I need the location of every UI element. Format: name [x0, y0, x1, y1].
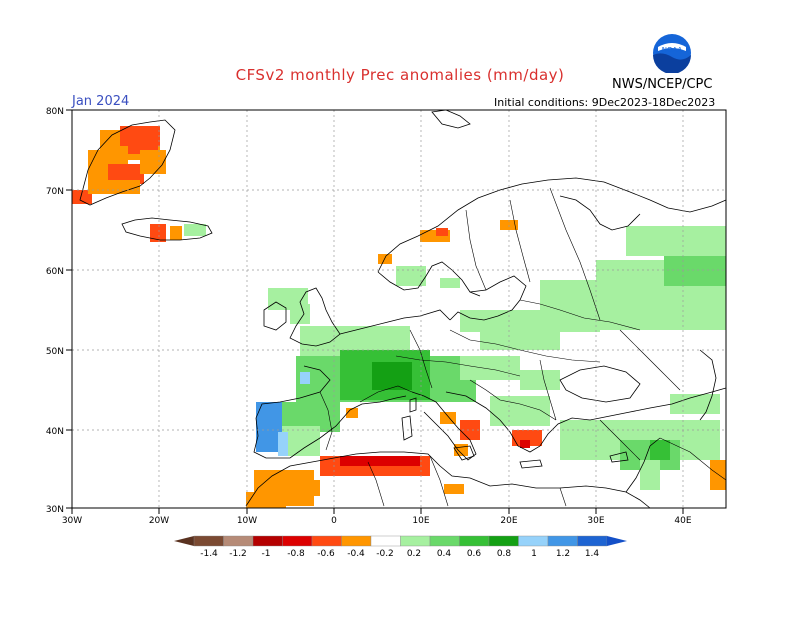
anomaly-cell: [340, 456, 420, 466]
lon-label: 30E: [587, 516, 604, 526]
anomaly-cell: [520, 440, 530, 448]
lon-label: 30W: [62, 516, 82, 526]
lat-label: 40N: [46, 427, 64, 437]
colorbar-swatch: [252, 535, 283, 547]
colorbar-swatch: [400, 535, 431, 547]
colorbar-label: -0.4: [347, 549, 365, 559]
lon-label: 0: [331, 516, 337, 526]
lon-label: 20W: [149, 516, 169, 526]
anomaly-cell: [88, 180, 140, 194]
colorbar-swatch: [547, 535, 578, 547]
colorbar-swatch: [459, 535, 490, 547]
colorbar-swatch: [370, 535, 401, 547]
org-label: NWS/NCEP/CPC: [612, 77, 713, 92]
anomaly-cell: [440, 278, 460, 288]
colorbar-label: 0.8: [497, 549, 512, 559]
colorbar: [174, 535, 627, 547]
anomaly-cell: [278, 432, 288, 456]
anomaly-cell: [650, 440, 670, 460]
anomaly-cell: [444, 484, 464, 494]
chart-title: CFSv2 monthly Prec anomalies (mm/day): [235, 66, 565, 84]
month-label: Jan 2024: [72, 94, 130, 109]
anomaly-cell: [346, 408, 358, 418]
colorbar-swatch: [223, 535, 254, 547]
lon-label: 40E: [674, 516, 691, 526]
lat-label: 80N: [46, 107, 64, 117]
anomaly-cell: [460, 310, 600, 332]
anomaly-cell: [300, 372, 310, 384]
colorbar-swatch: [282, 535, 313, 547]
anomaly-cell: [170, 226, 182, 240]
coastlines: [79, 109, 727, 509]
colorbar-label: 0.4: [437, 549, 452, 559]
colorbar-swatch: [577, 535, 608, 547]
anomaly-cell: [440, 412, 456, 424]
map-frame: [71, 109, 727, 509]
colorbar-swatch: [341, 535, 372, 547]
colorbar-label: 1.2: [556, 549, 570, 559]
initial-conditions: Initial conditions: 9Dec2023-18Dec2023: [494, 96, 716, 109]
anomaly-cell: [520, 370, 560, 390]
anomaly-cells: [72, 126, 726, 508]
colorbar-label: 0.6: [467, 549, 482, 559]
anomaly-cell: [296, 480, 320, 496]
country-borders: [319, 187, 727, 507]
anomaly-cell: [640, 460, 660, 490]
colorbar-low-arrow: [174, 536, 194, 546]
colorbar-label: -1: [262, 549, 271, 559]
colorbar-swatch: [488, 535, 519, 547]
lon-label: 10E: [412, 516, 429, 526]
colorbar-label: -0.6: [317, 549, 335, 559]
anomaly-cell: [290, 304, 310, 324]
anomaly-cell: [150, 224, 166, 242]
lat-label: 30N: [46, 505, 64, 515]
anomaly-cell: [140, 150, 166, 174]
colorbar-swatch: [193, 535, 224, 547]
colorbar-label: 1.4: [585, 549, 600, 559]
lat-label: 60N: [46, 267, 64, 277]
colorbar-labels: -1.4 -1.2 -1 -0.8 -0.6 -0.4 -0.2 0.2 0.4…: [200, 549, 599, 559]
anomaly-cell: [512, 430, 542, 446]
anomaly-cell: [626, 226, 726, 256]
lon-label: 20E: [500, 516, 517, 526]
lat-label: 70N: [46, 187, 64, 197]
anomaly-cell: [378, 254, 392, 264]
colorbar-swatch: [518, 535, 549, 547]
anomaly-cell: [184, 224, 206, 236]
noaa-logo: NOAA: [652, 33, 692, 74]
anomaly-cell: [72, 190, 92, 204]
graticule: [72, 110, 726, 508]
lat-label: 50N: [46, 347, 64, 357]
anomaly-cell: [454, 444, 468, 456]
colorbar-swatch: [311, 535, 342, 547]
anomaly-cell: [460, 356, 520, 380]
anomaly-cell: [256, 402, 282, 452]
colorbar-label: -1.2: [229, 549, 247, 559]
anomaly-cell: [490, 396, 550, 426]
colorbar-label: -0.8: [287, 549, 305, 559]
colorbar-label: 0.2: [407, 549, 421, 559]
anomaly-cell: [710, 460, 726, 490]
colorbar-label: -1.4: [200, 549, 218, 559]
anomaly-cell: [396, 266, 426, 286]
colorbar-label: 1: [531, 549, 537, 559]
anomaly-cell: [436, 228, 448, 236]
anomaly-cell: [108, 164, 144, 184]
anomaly-cell: [246, 492, 286, 508]
lon-label: 10W: [237, 516, 257, 526]
anomaly-cell: [372, 362, 412, 390]
anomaly-cell: [480, 330, 560, 350]
colorbar-swatch: [429, 535, 460, 547]
colorbar-high-arrow: [607, 536, 627, 546]
colorbar-label: -0.2: [376, 549, 394, 559]
logo-text: NOAA: [662, 46, 683, 54]
